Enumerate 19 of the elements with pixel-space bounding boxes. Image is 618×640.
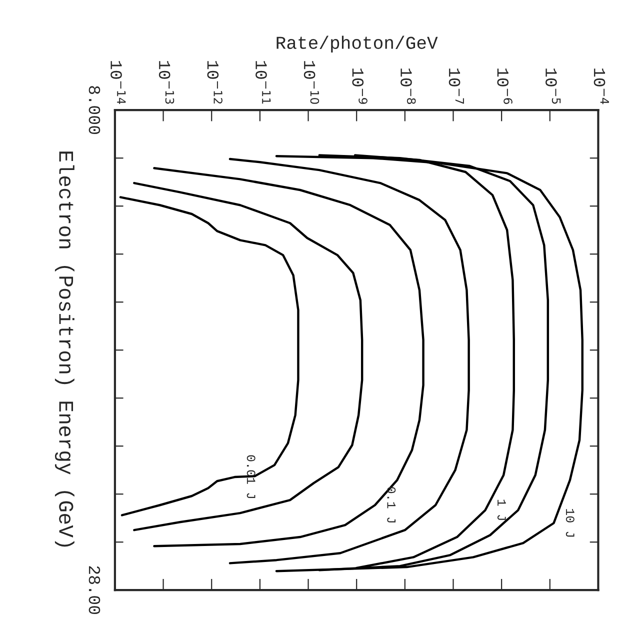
y-axis-title: Electron (Positron) Energy (GeV) <box>54 152 74 547</box>
x-tick-label: 10$^{−9}$ <box>352 68 368 104</box>
x-tick-label: 10$^{−14}$ <box>110 61 126 104</box>
annotation: 0.1 J <box>387 487 396 522</box>
x-tick-label: 10$^{−4}$ <box>594 68 609 104</box>
annotation: 10 J <box>566 509 574 537</box>
x-tick-label: 10$^{−7}$ <box>448 68 464 104</box>
x-tick-label: 10$^{−12}$ <box>207 61 222 104</box>
x-tick-label: 10$^{−11}$ <box>256 61 271 104</box>
x-tick-label: 10$^{−10}$ <box>304 61 320 104</box>
x-tick-label: 10$^{−8}$ <box>400 68 416 104</box>
annotation: 1 J <box>497 500 506 520</box>
x-tick-label: 10$^{−5}$ <box>546 68 561 104</box>
x-tick-label: 10$^{−6}$ <box>497 68 512 104</box>
y-tick-label: 8.000 <box>88 86 100 134</box>
y-tick-label: 28.00 <box>88 566 100 614</box>
x-axis-title: Rate/photon/GeV <box>276 36 438 53</box>
annotation: 0.01 J <box>246 455 256 498</box>
x-tick-label: 10$^{−13}$ <box>158 61 174 104</box>
